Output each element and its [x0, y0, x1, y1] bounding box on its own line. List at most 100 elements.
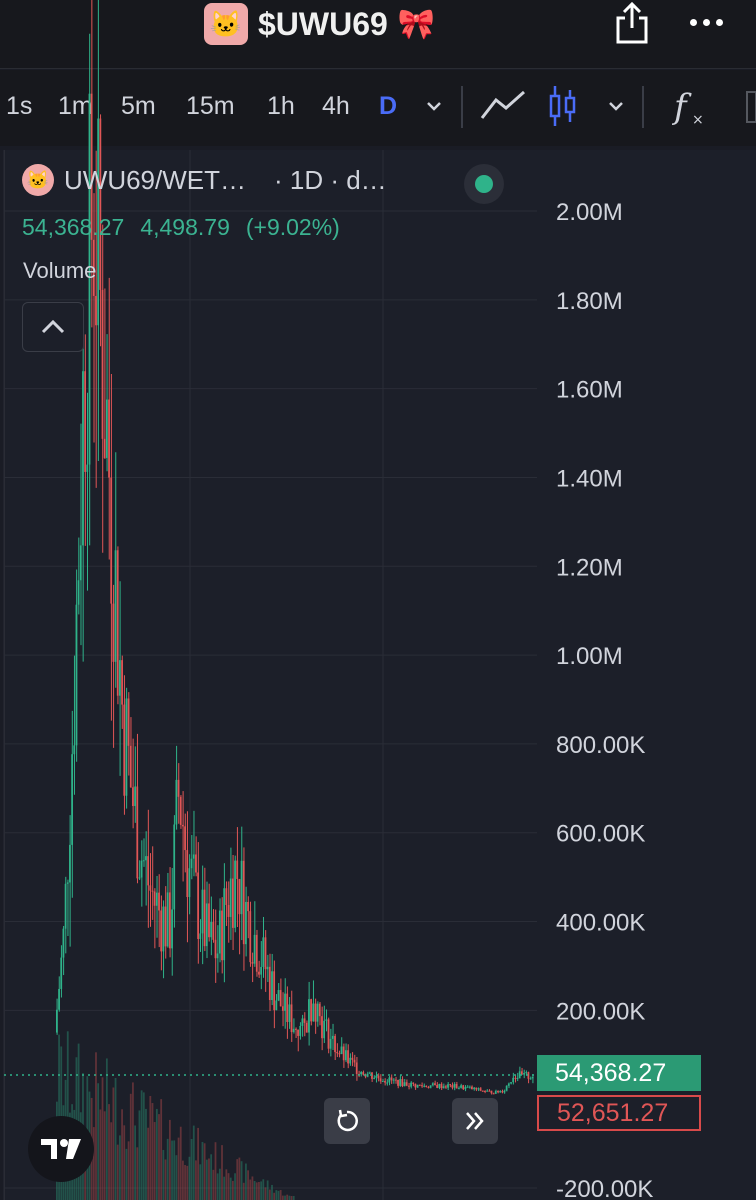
volume-bar: [221, 1145, 223, 1200]
volume-bar: [260, 1181, 263, 1200]
candle-body: [338, 1053, 341, 1055]
volume-bar: [216, 1173, 219, 1200]
volume-bar: [95, 1052, 97, 1200]
candle-body: [431, 1083, 434, 1086]
candle-body: [525, 1072, 528, 1074]
candle-body: [66, 882, 69, 884]
volume-bar: [184, 1165, 186, 1200]
line-chart-icon[interactable]: [480, 88, 526, 129]
candle-body: [164, 906, 167, 947]
candle-body: [171, 909, 173, 949]
layout-icon[interactable]: [746, 90, 756, 131]
candle-body: [468, 1086, 471, 1088]
candle-body: [275, 1000, 278, 1011]
volume-bar: [286, 1194, 289, 1200]
volume-bar: [288, 1195, 291, 1200]
candle-body: [316, 1003, 319, 1022]
candle-body: [284, 993, 286, 1011]
candle-body: [175, 779, 178, 825]
candle-body: [281, 1006, 284, 1011]
timeframe-15m[interactable]: 15m: [186, 92, 235, 120]
candle-body: [473, 1087, 475, 1090]
candle-body: [390, 1077, 393, 1081]
candle-body: [155, 892, 158, 906]
candle-body: [373, 1077, 375, 1079]
volume-bar: [199, 1164, 202, 1200]
candle-body: [512, 1077, 515, 1083]
volume-bar: [275, 1190, 278, 1200]
legend-change: 4,498.79: [140, 214, 230, 240]
volume-bar: [247, 1170, 249, 1200]
timeframe-1m[interactable]: 1m: [58, 92, 93, 120]
timeframe-4h[interactable]: 4h: [322, 92, 350, 120]
candle-body: [242, 860, 245, 945]
candle-body: [240, 860, 243, 915]
timeframe-1s[interactable]: 1s: [6, 92, 33, 120]
timeframe-1h[interactable]: 1h: [267, 92, 295, 120]
candle-body: [92, 239, 95, 296]
candle-body: [142, 860, 145, 862]
candle-body: [375, 1075, 378, 1078]
volume-bar: [214, 1142, 217, 1200]
candle-body: [484, 1090, 486, 1092]
volume-bar: [234, 1173, 236, 1200]
timeframe-dropdown-chevron-icon[interactable]: [424, 94, 444, 123]
volume-bar: [277, 1190, 280, 1200]
reset-chart-button[interactable]: [324, 1098, 370, 1144]
candle-body: [86, 464, 89, 472]
volume-bar: [227, 1173, 230, 1200]
volume-bar: [264, 1187, 267, 1200]
legend-symbol[interactable]: 🐱 UWU69/WET… · 1D · d…: [22, 164, 387, 196]
market-status-indicator[interactable]: [464, 164, 504, 204]
tradingview-logo[interactable]: [28, 1116, 94, 1182]
volume-bar: [162, 1149, 165, 1200]
volume-bar: [179, 1126, 182, 1200]
indicators-fx-icon[interactable]: f ×: [671, 84, 708, 135]
candle-body: [490, 1090, 493, 1094]
candlestick-chart-icon[interactable]: [548, 84, 578, 135]
volume-bar: [223, 1176, 226, 1200]
candle-body: [75, 604, 78, 746]
candle-body: [362, 1072, 365, 1075]
candle-body: [464, 1086, 467, 1090]
volume-bar: [281, 1195, 284, 1200]
candle-body: [121, 660, 123, 705]
candle-body: [466, 1086, 469, 1088]
legend-last-price: 54,368.27: [22, 214, 125, 240]
candle-body: [299, 1025, 302, 1036]
volume-bar: [151, 1103, 154, 1200]
volume-bar: [66, 1031, 69, 1200]
candle-body: [201, 889, 204, 934]
candle-body: [399, 1079, 402, 1086]
candle-body: [119, 660, 121, 696]
volume-bar: [290, 1196, 293, 1200]
candle-body: [258, 971, 260, 975]
scroll-to-latest-button[interactable]: [452, 1098, 498, 1144]
candle-body: [510, 1082, 512, 1084]
candle-body: [247, 901, 249, 912]
candle-body: [192, 854, 195, 859]
toolbar-divider: [461, 86, 463, 128]
volume-bar: [158, 1114, 160, 1200]
candle-body: [238, 879, 241, 915]
candle-body: [231, 878, 234, 928]
candle-body: [149, 885, 152, 891]
candle-body: [286, 993, 289, 1022]
volume-bar: [182, 1160, 184, 1200]
ribbon-bow-icon: 🎀: [397, 7, 436, 41]
share-icon[interactable]: [612, 0, 652, 46]
collapse-legend-button[interactable]: [22, 302, 84, 352]
candle-body: [182, 824, 184, 827]
candle-body: [418, 1084, 421, 1086]
chart-type-dropdown-chevron-icon[interactable]: [606, 94, 626, 123]
candle-body: [236, 860, 239, 880]
candle-body: [505, 1085, 508, 1091]
timeframe-d[interactable]: D: [379, 92, 398, 120]
double-chevron-right-icon: [466, 1112, 484, 1130]
candle-body: [331, 1035, 334, 1039]
volume-bar: [268, 1189, 271, 1200]
timeframe-5m[interactable]: 5m: [121, 92, 156, 120]
volume-bar: [105, 1058, 108, 1200]
more-options-icon[interactable]: [686, 8, 726, 36]
chart-area[interactable]: [4, 150, 756, 1200]
